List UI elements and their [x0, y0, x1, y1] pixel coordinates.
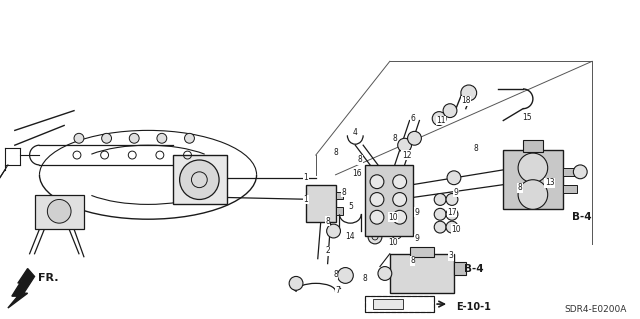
Circle shape [573, 165, 587, 179]
Bar [335, 207, 344, 215]
Text: 9: 9 [414, 208, 419, 217]
Text: 8: 8 [333, 270, 338, 279]
Text: 8: 8 [474, 144, 478, 153]
Text: 7: 7 [335, 286, 340, 295]
Text: 6: 6 [410, 114, 415, 123]
Text: 16: 16 [353, 169, 362, 178]
Circle shape [289, 277, 303, 290]
Circle shape [370, 210, 384, 224]
Circle shape [434, 221, 446, 233]
Text: 8: 8 [325, 217, 330, 226]
Text: 8: 8 [518, 183, 522, 192]
Text: B-4: B-4 [572, 212, 592, 222]
Bar [410, 247, 434, 257]
Circle shape [443, 104, 457, 118]
Circle shape [157, 133, 167, 143]
Bar [563, 185, 577, 193]
Text: 11: 11 [436, 116, 446, 125]
Bar [503, 150, 563, 209]
Bar [563, 168, 577, 176]
Circle shape [397, 138, 412, 152]
Text: 17: 17 [447, 208, 457, 217]
Circle shape [432, 112, 446, 125]
Bar [365, 296, 434, 312]
Text: 1: 1 [303, 195, 308, 204]
Circle shape [368, 212, 382, 226]
Bar [173, 155, 227, 204]
Circle shape [434, 194, 446, 205]
Text: 9: 9 [414, 234, 419, 243]
Text: 10: 10 [388, 238, 397, 248]
Text: 12: 12 [402, 151, 412, 160]
Circle shape [393, 193, 406, 206]
Text: 8: 8 [392, 134, 397, 143]
Bar [35, 195, 84, 229]
Text: 10: 10 [451, 225, 461, 234]
Text: 10: 10 [388, 213, 397, 222]
Circle shape [446, 221, 458, 233]
Text: 3: 3 [449, 251, 453, 260]
Text: E-10-1: E-10-1 [456, 302, 491, 312]
Text: 9: 9 [454, 188, 458, 197]
Circle shape [518, 153, 548, 183]
Circle shape [408, 131, 421, 145]
Circle shape [326, 224, 340, 238]
Bar [365, 296, 434, 312]
Circle shape [184, 133, 195, 143]
Circle shape [461, 85, 477, 101]
Circle shape [74, 133, 84, 143]
Circle shape [393, 175, 406, 189]
Bar [373, 299, 403, 309]
Text: 8: 8 [358, 155, 363, 165]
Text: 1: 1 [303, 173, 308, 182]
Circle shape [129, 133, 139, 143]
Circle shape [102, 133, 111, 143]
Bar [454, 262, 466, 275]
Circle shape [180, 160, 219, 199]
Bar [306, 185, 335, 222]
Bar [335, 192, 344, 199]
Text: 14: 14 [346, 233, 355, 241]
Circle shape [518, 180, 548, 209]
Text: 8: 8 [341, 188, 346, 197]
Circle shape [446, 208, 458, 220]
Circle shape [447, 171, 461, 185]
Text: B-4: B-4 [464, 263, 483, 274]
Text: 4: 4 [353, 128, 358, 137]
Circle shape [378, 267, 392, 280]
Text: 15: 15 [522, 113, 532, 122]
Text: 2: 2 [325, 246, 330, 255]
Circle shape [446, 194, 458, 205]
Circle shape [368, 230, 382, 244]
Bar [523, 140, 543, 152]
Circle shape [47, 199, 71, 223]
Circle shape [434, 208, 446, 220]
Polygon shape [8, 269, 35, 308]
Text: 13: 13 [545, 178, 554, 187]
Text: FR.: FR. [38, 273, 58, 283]
Circle shape [393, 210, 406, 224]
Circle shape [337, 268, 353, 283]
Bar [365, 165, 413, 236]
Text: 18: 18 [461, 96, 470, 105]
Circle shape [370, 193, 384, 206]
Bar [390, 254, 454, 293]
Circle shape [370, 175, 384, 189]
Text: 8: 8 [363, 274, 367, 283]
Text: 5: 5 [348, 202, 353, 211]
Text: SDR4-E0200A: SDR4-E0200A [564, 306, 627, 315]
Text: 8: 8 [333, 148, 338, 157]
Text: 8: 8 [410, 256, 415, 265]
